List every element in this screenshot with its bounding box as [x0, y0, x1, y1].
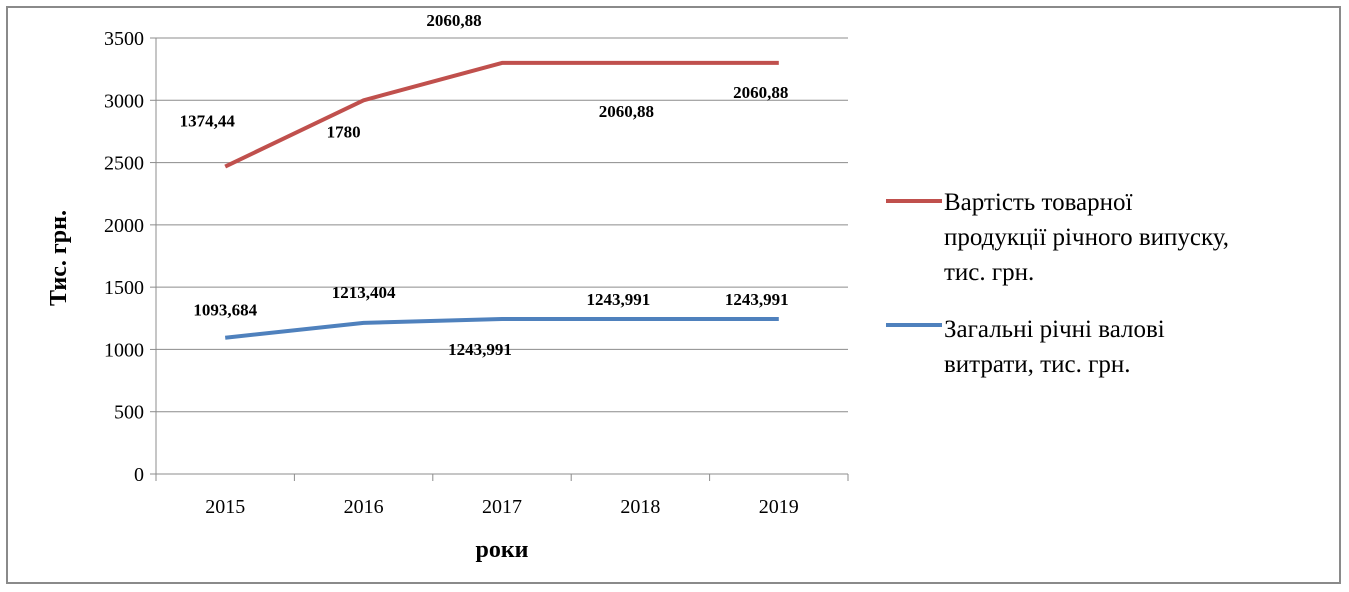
legend-label: Загальні річні валові: [944, 316, 1165, 343]
x-tick-label: 2017: [482, 496, 522, 518]
y-tick-label: 500: [114, 402, 144, 424]
y-tick-label: 2000: [104, 215, 144, 237]
x-tick-label: 2018: [620, 496, 660, 518]
y-tick-labels: 0 500 1000 1500 2000 2500 3000 3500: [104, 28, 144, 486]
data-label: 2060,88: [599, 102, 654, 121]
data-label: 1243,991: [725, 290, 789, 309]
data-label: 1374,44: [180, 112, 236, 131]
y-tick-label: 2500: [104, 153, 144, 175]
y-axis-title: Тис. грн.: [46, 210, 72, 306]
legend-label: Вартість товарної: [944, 189, 1133, 216]
chart-frame: [6, 6, 1341, 584]
x-axis-title: роки: [475, 537, 528, 563]
data-labels: 1374,44 1780 2060,88 2060,88 2060,88 1093,684…: [180, 11, 789, 359]
data-label: 1243,991: [448, 340, 512, 359]
y-tick-label: 1000: [104, 339, 144, 361]
y-tick-label: 3500: [104, 28, 144, 50]
legend-label: тис. грн.: [944, 259, 1034, 286]
y-tick-label: 0: [134, 464, 144, 486]
x-tick-label: 2019: [759, 496, 799, 518]
gridlines: [156, 37, 848, 413]
legend-label: витрати, тис. грн.: [944, 351, 1130, 378]
series-line: [224, 317, 779, 340]
x-tick-labels: 2015 2016 2017 2018 2019: [205, 496, 799, 518]
data-label: 2060,88: [426, 11, 481, 30]
legend-label: продукції річного випуску,: [944, 224, 1229, 251]
x-tick-label: 2016: [344, 496, 384, 518]
y-tick-label: 3000: [104, 90, 144, 112]
data-label: 2060,88: [733, 83, 788, 102]
data-label: 1213,404: [332, 283, 396, 302]
data-label: 1093,684: [193, 301, 257, 320]
axes: [150, 37, 849, 481]
x-tick-label: 2015: [205, 496, 245, 518]
series-lines: [224, 60, 779, 340]
data-label: 1780: [327, 122, 361, 141]
data-label: 1243,991: [587, 290, 651, 309]
y-tick-label: 1500: [104, 277, 144, 299]
legend: Вартість товарної продукції річного випус…: [886, 189, 1229, 378]
series-line: [224, 60, 779, 169]
